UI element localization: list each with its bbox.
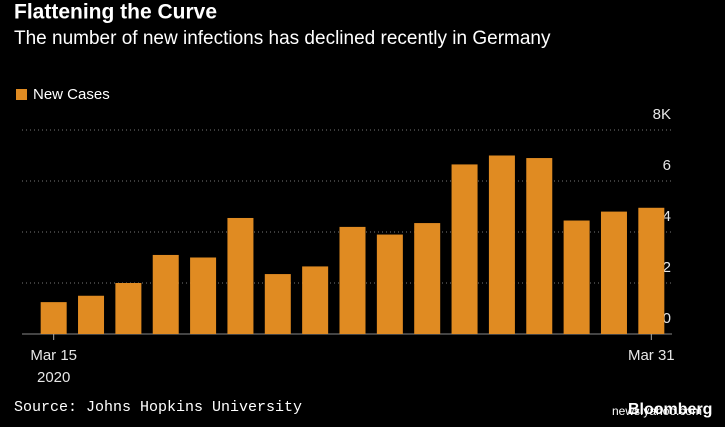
x-tick-label: Mar 15: [30, 347, 77, 364]
bar: [115, 283, 142, 334]
credit: news.yahoo.com: [612, 404, 702, 418]
source: Source: Johns Hopkins University: [14, 399, 302, 416]
y-tick-label: 2: [663, 259, 671, 276]
chart-title: Flattening the Curve: [14, 1, 217, 24]
bar: [339, 226, 366, 334]
chart-subtitle: The number of new infections has decline…: [14, 28, 551, 49]
legend-swatch: [16, 89, 27, 100]
x-tick-sublabel: 2020: [37, 369, 70, 386]
y-tick-label: 0: [663, 310, 671, 327]
y-tick-label: 8K: [653, 106, 671, 123]
bar: [414, 223, 441, 334]
bar: [600, 211, 627, 334]
bar: [638, 207, 665, 334]
legend-label: New Cases: [33, 86, 110, 103]
y-tick-label: 4: [663, 208, 671, 225]
x-tick-label: Mar 31: [628, 347, 675, 364]
bar: [451, 164, 478, 334]
y-tick-label: 6: [663, 157, 671, 174]
bar: [302, 266, 329, 334]
bar: [190, 257, 217, 334]
bar: [78, 295, 105, 334]
bar: [526, 158, 553, 334]
bar: [563, 220, 590, 334]
watermark: Bloomberg: [628, 401, 712, 418]
bar: [264, 274, 291, 334]
bar: [152, 254, 179, 334]
bar: [488, 155, 515, 334]
bar: [376, 234, 403, 334]
bar: [227, 217, 254, 334]
bar: [40, 302, 67, 334]
